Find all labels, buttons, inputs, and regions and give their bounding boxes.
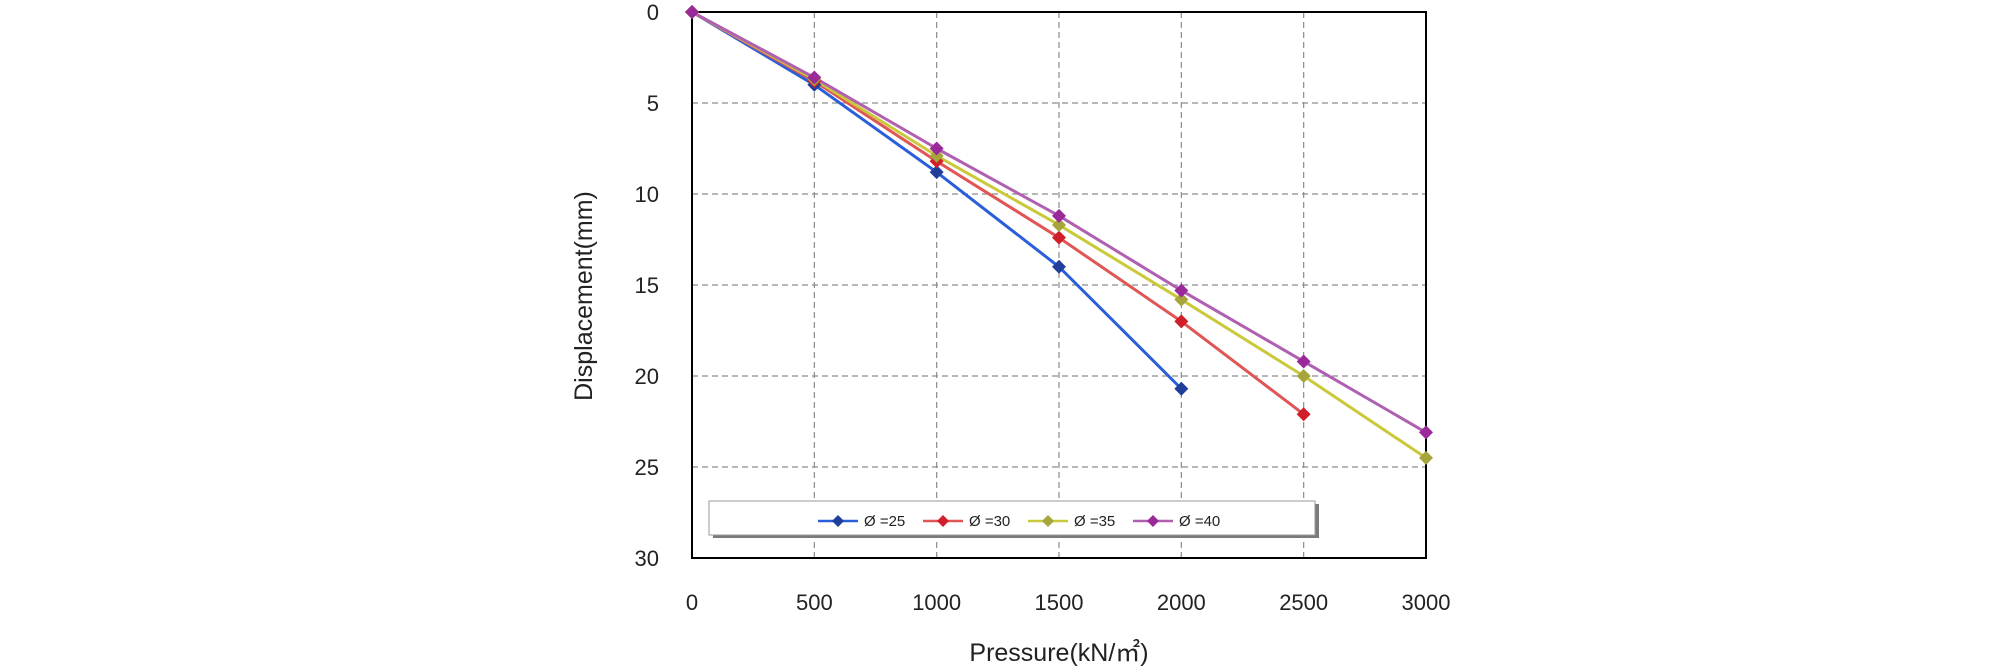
legend: Ø =25 Ø =30 Ø =35 Ø =40 [708, 500, 1319, 538]
plot-frame [691, 11, 1427, 559]
x-tick-label: 1000 [912, 590, 961, 615]
legend-item: Ø =35 [1028, 513, 1115, 530]
x-tick-label: 1500 [1035, 590, 1084, 615]
legend-item: Ø =25 [818, 513, 905, 530]
legend-marker [832, 515, 844, 527]
y-tick-label: 30 [635, 546, 659, 571]
y-axis-title: Displacement(mm) [570, 191, 598, 401]
x-axis: 0 500 1000 1500 2000 2500 3000 [686, 590, 1451, 615]
legend-label: Ø =40 [1179, 513, 1220, 530]
data-point [685, 5, 699, 19]
series-markers-2 [685, 5, 1311, 422]
series-line [691, 10, 1305, 416]
grid [692, 12, 1426, 558]
x-tick-label: 2000 [1157, 590, 1206, 615]
data-point [1296, 354, 1311, 369]
data-point [1052, 230, 1066, 245]
y-tick-label: 15 [635, 273, 659, 298]
data-point [1419, 425, 1433, 440]
data-point [1174, 283, 1189, 298]
legend-box [708, 500, 1316, 536]
y-tick-label: 25 [635, 455, 659, 480]
data-point [1296, 369, 1311, 383]
y-tick-label: 10 [635, 182, 659, 207]
data-point [807, 70, 822, 85]
legend-marker [1042, 515, 1054, 527]
data-point [1174, 314, 1189, 329]
series-2 [691, 10, 1305, 416]
legend-marker [1147, 515, 1159, 527]
legend-marker [937, 515, 949, 527]
x-axis-title: Pressure(kN/㎡) [969, 639, 1148, 667]
data-point [1052, 259, 1066, 274]
x-tick-label: 2500 [1279, 590, 1328, 615]
data-point [1052, 217, 1066, 232]
series-layer [685, 5, 1433, 465]
y-tick-label: 0 [647, 0, 659, 25]
data-point [929, 165, 944, 180]
x-tick-label: 3000 [1402, 590, 1451, 615]
series-markers-4 [685, 5, 1433, 440]
data-point [1419, 450, 1433, 465]
legend-label: Ø =35 [1074, 513, 1115, 530]
data-point [929, 148, 944, 163]
data-point [929, 141, 944, 156]
x-tick-label: 500 [796, 590, 833, 615]
y-tick-label: 20 [635, 364, 659, 389]
data-point [1296, 407, 1311, 422]
x-tick-label: 0 [686, 590, 698, 615]
legend-label: Ø =25 [864, 513, 905, 530]
y-axis: 0 5 10 15 20 25 30 [635, 0, 659, 571]
legend-label: Ø =30 [969, 513, 1010, 530]
y-tick-label: 5 [647, 91, 659, 116]
data-point [1052, 208, 1066, 223]
data-point [1174, 381, 1189, 396]
legend-item: Ø =40 [1133, 513, 1220, 530]
data-point [1174, 292, 1189, 307]
legend-item: Ø =30 [923, 513, 1010, 530]
